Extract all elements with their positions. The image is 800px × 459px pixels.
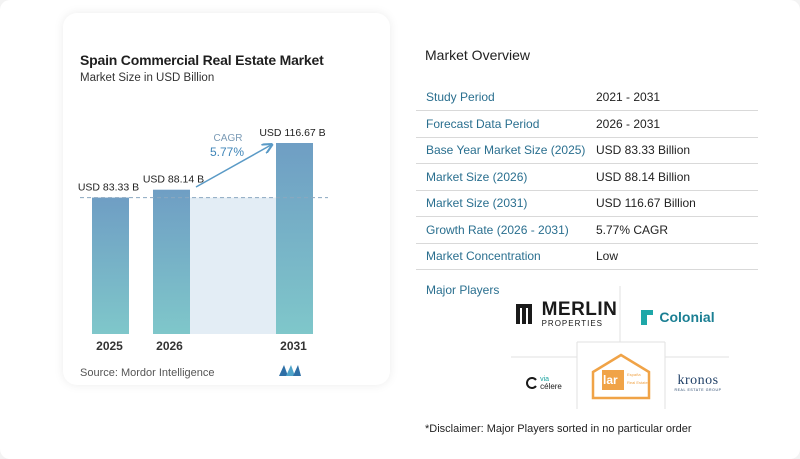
merlin-logo-subtext: PROPERTIES (541, 319, 603, 328)
merlin-logo-text: MERLIN (541, 299, 618, 320)
chart-subtitle: Market Size in USD Billion (80, 72, 215, 84)
row-label: Study Period (416, 84, 593, 111)
row-label: Market Concentration (416, 243, 593, 270)
cagr-value: 5.77% (210, 145, 244, 159)
colonial-mark-icon (641, 310, 654, 325)
colonial-logo-text: Colonial (659, 309, 715, 325)
via-celere-logo-text-2: célere (540, 381, 562, 391)
lar-logo-text: lar (603, 373, 618, 387)
lar-logo-subtext-2: Real Estate (627, 380, 648, 385)
lar-house-icon (591, 353, 651, 400)
via-celere-mark-icon (526, 377, 537, 389)
row-label: Forecast Data Period (416, 110, 593, 138)
row-value: 5.77% CAGR (593, 216, 758, 244)
table-row: Market Size (2031) USD 116.67 Billion (416, 190, 758, 217)
row-label: Market Size (2026) (416, 163, 593, 191)
growth-band (190, 197, 276, 334)
chart-title: Spain Commercial Real Estate Market (80, 52, 324, 68)
table-row: Study Period 2021 - 2031 (416, 84, 758, 111)
merlin-properties-logo: MERLIN PROPERTIES (514, 290, 618, 338)
bar-2026 (153, 189, 190, 334)
major-players-heading: Major Players (426, 283, 500, 297)
row-value: Low (593, 243, 758, 270)
mordor-intelligence-logo-icon (279, 365, 301, 376)
kronos-logo-text: kronos (677, 372, 719, 388)
bar-2031 (276, 143, 313, 334)
source-text: Source: Mordor Intelligence (80, 367, 215, 379)
table-row: Forecast Data Period 2026 - 2031 (416, 110, 758, 138)
lar-logo-subtext-1: España (627, 372, 641, 377)
table-row: Growth Rate (2026 - 2031) 5.77% CAGR (416, 216, 758, 244)
data-label-2031: USD 116.67 B (259, 127, 325, 139)
merlin-mark-icon (515, 304, 532, 324)
via-celere-logo: via célere (514, 362, 574, 404)
data-label-2025: USD 83.33 B (78, 182, 139, 194)
kronos-logo-subtext: REAL ESTATE GROUP (674, 387, 722, 392)
lar-espana-logo: lar España Real Estate (580, 346, 662, 406)
market-overview-heading: Market Overview (425, 47, 531, 63)
row-label: Base Year Market Size (2025) (416, 137, 593, 164)
disclaimer-text: *Disclaimer: Major Players sorted in no … (425, 423, 692, 435)
row-value: 2021 - 2031 (593, 84, 758, 111)
bar-2025 (92, 197, 129, 334)
table-row: Market Size (2026) USD 88.14 Billion (416, 163, 758, 191)
row-value: USD 83.33 Billion (593, 137, 758, 164)
cagr-label: CAGR (214, 133, 243, 144)
via-celere-logo-text-1: via (540, 375, 550, 383)
colonial-logo: Colonial (624, 296, 730, 338)
x-tick-2025: 2025 (96, 339, 123, 353)
table-row: Base Year Market Size (2025) USD 83.33 Bi… (416, 137, 758, 164)
table-row: Market Concentration Low (416, 243, 758, 270)
row-value: USD 116.67 Billion (593, 190, 758, 217)
cagr-arrow (195, 145, 271, 188)
row-label: Growth Rate (2026 - 2031) (416, 216, 593, 244)
x-tick-2031: 2031 (280, 339, 307, 353)
x-tick-2026: 2026 (156, 339, 183, 353)
data-label-2026: USD 88.14 B (143, 174, 204, 186)
row-label: Market Size (2031) (416, 190, 593, 217)
market-overview-table: Study Period 2021 - 2031 Forecast Data Pe… (416, 84, 758, 270)
row-value: USD 88.14 Billion (593, 163, 758, 191)
kronos-logo: kronos REAL ESTATE GROUP (668, 362, 728, 404)
row-value: 2026 - 2031 (593, 110, 758, 138)
